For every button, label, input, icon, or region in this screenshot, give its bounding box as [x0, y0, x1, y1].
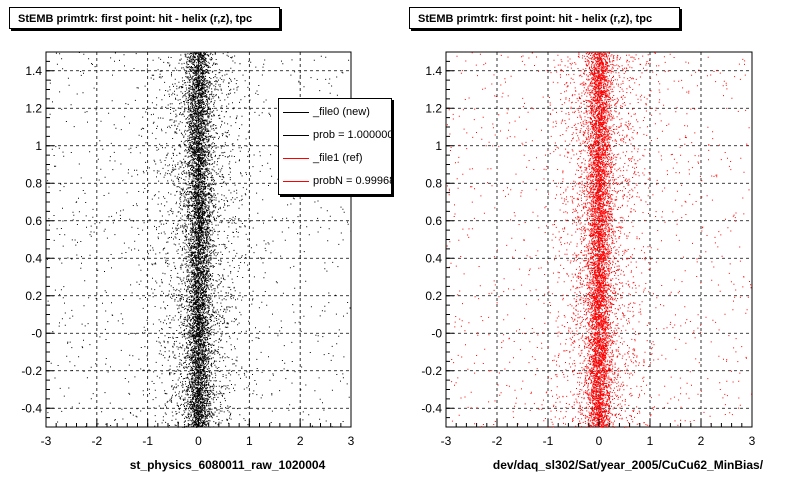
legend-label: prob = 1.000000 — [313, 129, 392, 141]
y-tick-label: 0.6 — [425, 214, 442, 228]
x-tick-label: -3 — [41, 434, 52, 448]
y-tick-label: -0 — [431, 326, 442, 340]
y-tick-label: 0.6 — [25, 214, 42, 228]
y-tick-label: 1.2 — [425, 101, 442, 115]
x-axis-caption: st_physics_6080011_raw_1020004 — [130, 458, 326, 472]
y-tick-label: 0.8 — [25, 176, 42, 190]
legend-entry: prob = 1.000000 — [279, 125, 392, 145]
scatter-mark-cloud — [46, 52, 352, 428]
x-tick-label: 3 — [348, 434, 355, 448]
y-tick-label: 0.2 — [25, 289, 42, 303]
right-scatter-plot: -3 -2 -1 0 1 2 3 -0.4 -0.2 -0 0.2 0.4 0.6 0.8 1 1.2 1.4 d… — [421, 51, 764, 472]
right-plot-title: StEMB primtrk: first point: hit - helix … — [409, 7, 680, 29]
y-tick-label: 1 — [35, 139, 42, 153]
legend-label: _file1 (ref) — [313, 152, 363, 164]
legend: _file0 (new) prob = 1.000000 _file1 (ref… — [278, 98, 392, 195]
y-tick-label: -0 — [31, 326, 42, 340]
legend-line-file1 — [283, 158, 309, 159]
legend-entry: _file0 (new) — [279, 102, 391, 122]
y-tick-label: 1.4 — [425, 64, 442, 78]
y-tick-label: -0.2 — [421, 364, 442, 378]
y-tick-label: 1.4 — [25, 64, 42, 78]
y-tick-label: -0.2 — [21, 364, 42, 378]
legend-label: probN = 0.999680 — [313, 175, 391, 187]
x-tick-label: -1 — [543, 434, 554, 448]
scatter-points — [46, 52, 352, 428]
scatter-points — [446, 52, 752, 428]
y-tick-label: 0.4 — [25, 251, 42, 265]
y-tick-label: 1.2 — [25, 101, 42, 115]
y-tick-label: 0.2 — [425, 289, 442, 303]
x-tick-label: 0 — [596, 434, 603, 448]
legend-line-prob — [283, 135, 309, 136]
x-tick-label: 1 — [246, 434, 253, 448]
x-tick-label: -2 — [91, 434, 102, 448]
x-tick-label: 1 — [647, 434, 654, 448]
x-tick-label: 0 — [195, 434, 202, 448]
legend-entry: probN = 0.999680 — [279, 171, 391, 191]
y-tick-label: -0.4 — [21, 401, 42, 415]
x-axis-caption: dev/daq_sl302/Sat/year_2005/CuCu62_MinBi… — [493, 458, 764, 472]
legend-entry: _file1 (ref) — [279, 148, 391, 168]
left-plot-title: StEMB primtrk: first point: hit - helix … — [9, 7, 280, 29]
y-tick-label: 0.8 — [425, 176, 442, 190]
y-tick-label: 0.4 — [425, 251, 442, 265]
legend-line-file0 — [283, 112, 309, 113]
x-tick-label: 3 — [749, 434, 756, 448]
x-tick-label: 2 — [297, 434, 304, 448]
scatter-mark-cloud — [446, 52, 752, 428]
y-tick-label: -0.4 — [421, 401, 442, 415]
x-tick-label: -2 — [492, 434, 503, 448]
legend-line-probN — [283, 181, 309, 182]
legend-label: _file0 (new) — [313, 106, 370, 118]
x-tick-label: 2 — [698, 434, 705, 448]
x-tick-label: -1 — [142, 434, 153, 448]
x-tick-label: -3 — [441, 434, 452, 448]
y-tick-label: 1 — [435, 139, 442, 153]
